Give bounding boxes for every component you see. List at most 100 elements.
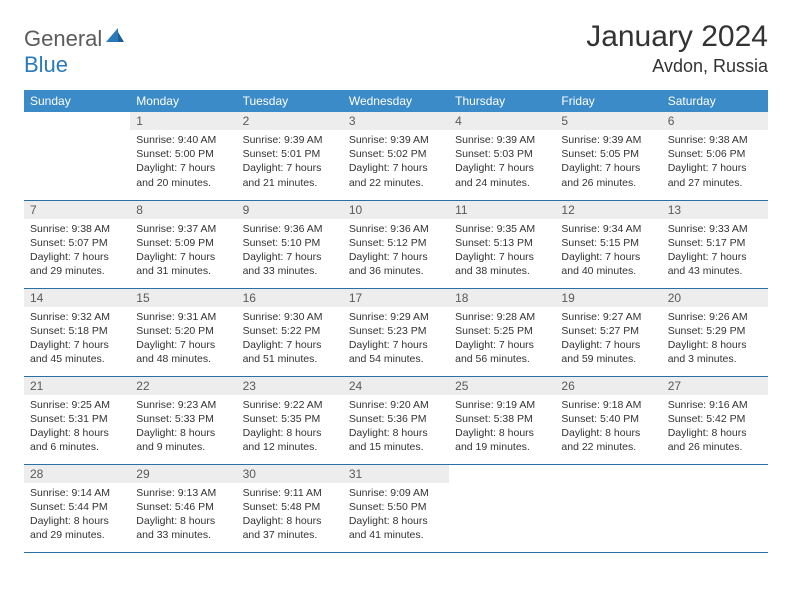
day-details: Sunrise: 9:39 AMSunset: 5:02 PMDaylight:…: [343, 130, 449, 194]
day-details: Sunrise: 9:20 AMSunset: 5:36 PMDaylight:…: [343, 395, 449, 459]
sunset-line: Sunset: 5:02 PM: [349, 147, 443, 161]
day-details: Sunrise: 9:39 AMSunset: 5:03 PMDaylight:…: [449, 130, 555, 194]
day-details: Sunrise: 9:38 AMSunset: 5:06 PMDaylight:…: [662, 130, 768, 194]
daylight-line: Daylight: 8 hours and 37 minutes.: [243, 514, 337, 542]
sunrise-line: Sunrise: 9:14 AM: [30, 486, 124, 500]
sunset-line: Sunset: 5:06 PM: [668, 147, 762, 161]
daylight-line: Daylight: 8 hours and 33 minutes.: [136, 514, 230, 542]
day-number: 16: [237, 289, 343, 307]
sunrise-line: Sunrise: 9:28 AM: [455, 310, 549, 324]
sunrise-line: Sunrise: 9:09 AM: [349, 486, 443, 500]
sunrise-line: Sunrise: 9:34 AM: [561, 222, 655, 236]
day-details: Sunrise: 9:09 AMSunset: 5:50 PMDaylight:…: [343, 483, 449, 547]
weekday-header: Saturday: [662, 90, 768, 112]
sunset-line: Sunset: 5:25 PM: [455, 324, 549, 338]
daylight-line: Daylight: 7 hours and 31 minutes.: [136, 250, 230, 278]
day-details: Sunrise: 9:35 AMSunset: 5:13 PMDaylight:…: [449, 219, 555, 283]
calendar-week-row: 1Sunrise: 9:40 AMSunset: 5:00 PMDaylight…: [24, 112, 768, 200]
brand-word1: General: [24, 26, 102, 51]
day-number: 2: [237, 112, 343, 130]
sunset-line: Sunset: 5:50 PM: [349, 500, 443, 514]
day-details: Sunrise: 9:28 AMSunset: 5:25 PMDaylight:…: [449, 307, 555, 371]
calendar-body: 1Sunrise: 9:40 AMSunset: 5:00 PMDaylight…: [24, 112, 768, 552]
day-details: Sunrise: 9:39 AMSunset: 5:05 PMDaylight:…: [555, 130, 661, 194]
sunrise-line: Sunrise: 9:19 AM: [455, 398, 549, 412]
day-number: 7: [24, 201, 130, 219]
calendar-cell: 23Sunrise: 9:22 AMSunset: 5:35 PMDayligh…: [237, 376, 343, 464]
day-number: 14: [24, 289, 130, 307]
daylight-line: Daylight: 8 hours and 15 minutes.: [349, 426, 443, 454]
day-number: 8: [130, 201, 236, 219]
calendar-week-row: 28Sunrise: 9:14 AMSunset: 5:44 PMDayligh…: [24, 464, 768, 552]
sunset-line: Sunset: 5:20 PM: [136, 324, 230, 338]
sunrise-line: Sunrise: 9:36 AM: [349, 222, 443, 236]
day-details: Sunrise: 9:39 AMSunset: 5:01 PMDaylight:…: [237, 130, 343, 194]
daylight-line: Daylight: 8 hours and 6 minutes.: [30, 426, 124, 454]
day-number: 10: [343, 201, 449, 219]
sunrise-line: Sunrise: 9:18 AM: [561, 398, 655, 412]
calendar-cell: 20Sunrise: 9:26 AMSunset: 5:29 PMDayligh…: [662, 288, 768, 376]
day-number: 15: [130, 289, 236, 307]
day-details: Sunrise: 9:19 AMSunset: 5:38 PMDaylight:…: [449, 395, 555, 459]
sunrise-line: Sunrise: 9:20 AM: [349, 398, 443, 412]
day-number: 23: [237, 377, 343, 395]
day-number: 26: [555, 377, 661, 395]
day-number: 13: [662, 201, 768, 219]
daylight-line: Daylight: 7 hours and 51 minutes.: [243, 338, 337, 366]
day-number: 19: [555, 289, 661, 307]
sunrise-line: Sunrise: 9:38 AM: [30, 222, 124, 236]
calendar-cell: 3Sunrise: 9:39 AMSunset: 5:02 PMDaylight…: [343, 112, 449, 200]
sunset-line: Sunset: 5:29 PM: [668, 324, 762, 338]
day-details: Sunrise: 9:36 AMSunset: 5:10 PMDaylight:…: [237, 219, 343, 283]
calendar-cell: [24, 112, 130, 200]
sunset-line: Sunset: 5:15 PM: [561, 236, 655, 250]
sunrise-line: Sunrise: 9:26 AM: [668, 310, 762, 324]
sunset-line: Sunset: 5:22 PM: [243, 324, 337, 338]
sunset-line: Sunset: 5:40 PM: [561, 412, 655, 426]
sunrise-line: Sunrise: 9:40 AM: [136, 133, 230, 147]
day-number: 30: [237, 465, 343, 483]
day-number: 18: [449, 289, 555, 307]
sunset-line: Sunset: 5:13 PM: [455, 236, 549, 250]
day-details: Sunrise: 9:23 AMSunset: 5:33 PMDaylight:…: [130, 395, 236, 459]
daylight-line: Daylight: 7 hours and 33 minutes.: [243, 250, 337, 278]
calendar-cell: [662, 464, 768, 552]
calendar-cell: 12Sunrise: 9:34 AMSunset: 5:15 PMDayligh…: [555, 200, 661, 288]
day-details: Sunrise: 9:32 AMSunset: 5:18 PMDaylight:…: [24, 307, 130, 371]
day-number: 29: [130, 465, 236, 483]
weekday-header: Friday: [555, 90, 661, 112]
day-details: Sunrise: 9:11 AMSunset: 5:48 PMDaylight:…: [237, 483, 343, 547]
calendar-cell: 10Sunrise: 9:36 AMSunset: 5:12 PMDayligh…: [343, 200, 449, 288]
sunset-line: Sunset: 5:12 PM: [349, 236, 443, 250]
day-number: 24: [343, 377, 449, 395]
sunset-line: Sunset: 5:46 PM: [136, 500, 230, 514]
day-number: 21: [24, 377, 130, 395]
day-details: Sunrise: 9:18 AMSunset: 5:40 PMDaylight:…: [555, 395, 661, 459]
daylight-line: Daylight: 8 hours and 3 minutes.: [668, 338, 762, 366]
day-number: 20: [662, 289, 768, 307]
sunset-line: Sunset: 5:10 PM: [243, 236, 337, 250]
calendar-cell: 2Sunrise: 9:39 AMSunset: 5:01 PMDaylight…: [237, 112, 343, 200]
day-number: 12: [555, 201, 661, 219]
calendar-cell: 1Sunrise: 9:40 AMSunset: 5:00 PMDaylight…: [130, 112, 236, 200]
calendar-cell: 29Sunrise: 9:13 AMSunset: 5:46 PMDayligh…: [130, 464, 236, 552]
sunrise-line: Sunrise: 9:39 AM: [243, 133, 337, 147]
day-details: Sunrise: 9:30 AMSunset: 5:22 PMDaylight:…: [237, 307, 343, 371]
day-number: 3: [343, 112, 449, 130]
sunset-line: Sunset: 5:33 PM: [136, 412, 230, 426]
weekday-header: Thursday: [449, 90, 555, 112]
day-details: Sunrise: 9:40 AMSunset: 5:00 PMDaylight:…: [130, 130, 236, 194]
sunset-line: Sunset: 5:35 PM: [243, 412, 337, 426]
calendar-cell: 22Sunrise: 9:23 AMSunset: 5:33 PMDayligh…: [130, 376, 236, 464]
day-details: Sunrise: 9:27 AMSunset: 5:27 PMDaylight:…: [555, 307, 661, 371]
title-block: January 2024 Avdon, Russia: [586, 20, 768, 77]
daylight-line: Daylight: 7 hours and 59 minutes.: [561, 338, 655, 366]
day-details: Sunrise: 9:33 AMSunset: 5:17 PMDaylight:…: [662, 219, 768, 283]
day-number: 1: [130, 112, 236, 130]
weekday-header: Sunday: [24, 90, 130, 112]
sunrise-line: Sunrise: 9:23 AM: [136, 398, 230, 412]
sunrise-line: Sunrise: 9:39 AM: [561, 133, 655, 147]
daylight-line: Daylight: 7 hours and 43 minutes.: [668, 250, 762, 278]
day-number: 5: [555, 112, 661, 130]
day-details: Sunrise: 9:26 AMSunset: 5:29 PMDaylight:…: [662, 307, 768, 371]
